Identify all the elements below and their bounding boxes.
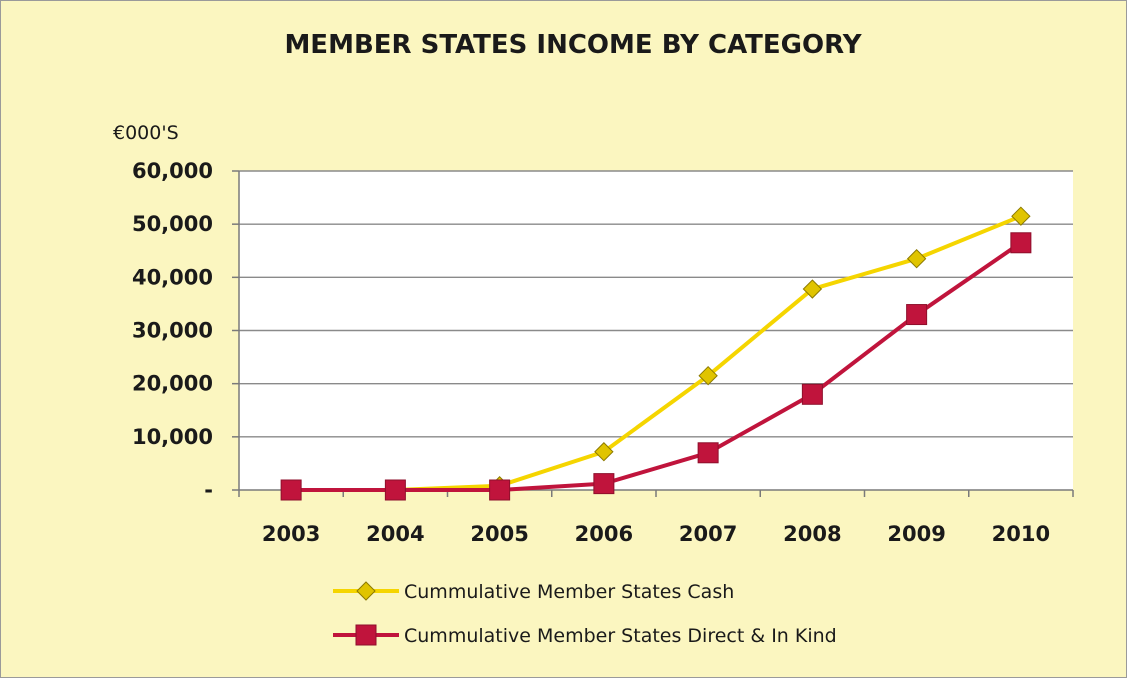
y-tick-label: - [204, 478, 213, 502]
y-axis-ticks: - 10,000 20,000 30,000 40,000 50,000 60,000 [132, 159, 239, 502]
legend-marker [355, 624, 377, 646]
data-point [906, 304, 928, 326]
data-point [1011, 206, 1031, 226]
x-tick-label: 2009 [887, 522, 945, 546]
series-lines [280, 206, 1032, 501]
gridlines [239, 170, 1073, 438]
chart-title: MEMBER STATES INCOME BY CATEGORY [284, 30, 862, 60]
legend-marker [356, 581, 376, 601]
x-axis-ticks: 2003 2004 2005 2006 2007 2008 2009 2010 [238, 490, 1074, 546]
x-tick-label: 2010 [992, 522, 1050, 546]
x-tick-label: 2005 [470, 522, 528, 546]
data-point [384, 479, 406, 501]
y-tick-label: 20,000 [132, 372, 213, 396]
legend-label: Cummulative Member States Cash [404, 581, 734, 603]
data-point [280, 479, 302, 501]
data-point [594, 442, 614, 462]
data-point [698, 365, 718, 386]
y-axis-unit-label: €000'S [113, 122, 179, 144]
data-point [593, 473, 615, 495]
legend-item: Cummulative Member States Cash [333, 581, 734, 603]
data-point [489, 479, 511, 501]
data-point [906, 249, 927, 269]
y-tick-label: 10,000 [132, 425, 213, 449]
y-tick-label: 50,000 [132, 212, 213, 236]
legend: Cummulative Member States Cash Cummulativ… [333, 581, 837, 647]
data-point [801, 383, 823, 405]
x-tick-label: 2008 [783, 522, 841, 546]
x-tick-label: 2003 [262, 522, 320, 546]
data-point [697, 442, 719, 464]
series-line [289, 240, 1023, 492]
x-tick-label: 2006 [575, 522, 633, 546]
x-tick-label: 2007 [679, 522, 737, 546]
legend-label: Cummulative Member States Direct & In Ki… [404, 625, 837, 647]
series-2 [280, 232, 1032, 501]
y-tick-label: 40,000 [132, 265, 213, 289]
x-tick-label: 2004 [366, 522, 424, 546]
legend-item: Cummulative Member States Direct & In Ki… [333, 624, 837, 647]
data-point [1010, 232, 1032, 254]
y-tick-label: 60,000 [132, 159, 213, 183]
y-tick-label: 30,000 [132, 319, 213, 343]
data-point [802, 279, 823, 299]
